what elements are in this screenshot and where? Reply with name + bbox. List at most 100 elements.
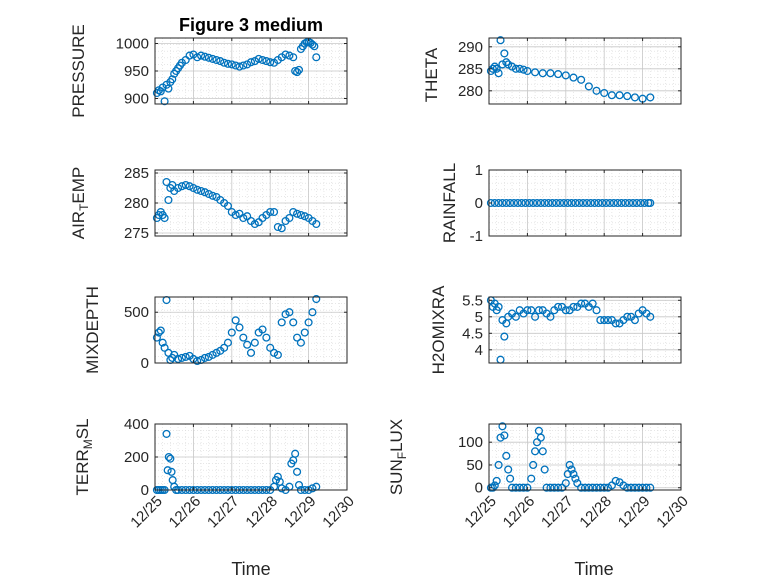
data-point [296, 338, 305, 347]
data-point [511, 312, 520, 321]
data-point [646, 93, 655, 102]
data-point [554, 302, 563, 311]
data-point [506, 198, 515, 208]
x-axis-label: Time [574, 559, 613, 579]
data-point [515, 483, 524, 492]
data-series [486, 198, 655, 208]
data-point [212, 348, 221, 357]
data-point [269, 207, 279, 217]
data-point [308, 308, 317, 317]
axes-box [488, 423, 682, 491]
y-tick-label: 280 [458, 83, 483, 100]
data-point [565, 460, 574, 470]
data-point [575, 198, 584, 208]
data-point [592, 306, 601, 315]
data-point [162, 429, 171, 438]
y-axis-label: AIRTEMP [69, 167, 91, 240]
data-point [511, 483, 520, 492]
axes-box [488, 37, 682, 105]
data-point [220, 58, 229, 67]
data-point [308, 40, 317, 49]
data-point [246, 348, 256, 357]
data-point [582, 198, 591, 208]
data-point [294, 65, 304, 74]
data-point [204, 189, 213, 199]
data-series [486, 296, 655, 364]
data-point [285, 51, 294, 60]
data-point [289, 53, 298, 62]
panel-air-temp: 275 280 285 AIRTEMP [69, 165, 348, 242]
data-point [289, 318, 298, 327]
data-point [231, 210, 240, 220]
data-point [300, 212, 309, 221]
data-point [546, 312, 555, 321]
data-point [600, 88, 609, 98]
y-tick-label: 1 [475, 162, 483, 179]
data-point [600, 483, 609, 492]
data-point [567, 198, 576, 208]
data-point [521, 198, 530, 208]
data-point [517, 198, 526, 208]
data-point [204, 352, 213, 361]
data-point [523, 483, 532, 492]
data-point [223, 338, 233, 347]
data-point [588, 483, 597, 492]
data-point [177, 353, 186, 362]
data-point [502, 198, 511, 208]
data-point [609, 198, 618, 208]
data-point [554, 483, 563, 492]
data-point [605, 198, 615, 208]
y-tick-label: 285 [458, 61, 483, 78]
data-point [496, 36, 505, 45]
y-tick-label: 0 [475, 195, 483, 212]
data-point [156, 87, 165, 96]
data-point [262, 57, 271, 66]
ticks: 280 285 290 [458, 38, 682, 104]
data-point [220, 343, 229, 352]
data-point [156, 326, 165, 335]
data-point [300, 328, 309, 337]
y-tick-label: 275 [124, 225, 149, 242]
y-tick-label: 500 [124, 304, 149, 321]
data-point [277, 318, 286, 327]
y-tick-label: 0 [141, 355, 149, 372]
data-point [646, 312, 655, 321]
ticks: -1 0 1 [470, 162, 682, 245]
data-point [167, 467, 176, 476]
data-point [262, 333, 271, 342]
data-point [638, 483, 647, 492]
data-point [173, 183, 183, 193]
data-point [269, 348, 279, 357]
data-point [490, 62, 499, 71]
data-point [164, 452, 173, 462]
data-point [200, 52, 209, 61]
panel-theta: 280 285 290 THETA [422, 36, 682, 105]
data-point [502, 451, 511, 460]
y-axis-label: TERRMSL [73, 418, 95, 495]
y-tick-label: 100 [458, 434, 483, 451]
data-point [623, 312, 632, 321]
data-point [163, 466, 172, 475]
data-point [293, 333, 302, 342]
data-point [239, 61, 248, 70]
data-point [281, 50, 290, 59]
axes-theta: 280 285 290 [458, 36, 682, 105]
data-point [571, 474, 580, 483]
data-point [544, 198, 553, 208]
data-point [538, 69, 547, 78]
data-point [160, 213, 169, 223]
data-point [258, 325, 267, 334]
data-point [266, 58, 275, 67]
data-point [646, 198, 655, 208]
data-point [569, 73, 578, 82]
data-point [273, 472, 282, 481]
data-point [567, 465, 576, 474]
data-point [486, 198, 495, 208]
data-point [500, 431, 509, 440]
ticks: 44.555.5 [462, 292, 682, 363]
ticks: 900 950 1000 [116, 36, 348, 108]
data-point [532, 198, 542, 208]
data-point [200, 353, 209, 362]
data-point [294, 480, 304, 490]
y-axis-label: RAINFALL [440, 163, 459, 243]
